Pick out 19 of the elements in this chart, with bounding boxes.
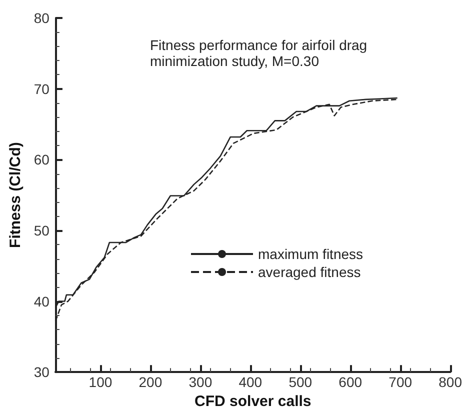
text: Fitness performance for airfoil drag minimization study, M=0.30 — [150, 37, 371, 69]
x-tick-label: 600 — [338, 374, 362, 390]
legend-label: maximum fitness — [258, 246, 364, 262]
y-tick-label: 30 — [34, 364, 50, 380]
y-tick-label: 60 — [34, 152, 50, 168]
legend-label: averaged fitness — [258, 264, 361, 280]
x-axis-title: CFD solver calls — [194, 393, 312, 410]
y-axis-title: Fitness (Cl/Cd) — [7, 142, 24, 248]
x-tick-label: 200 — [138, 374, 162, 390]
y-tick-label: 80 — [34, 10, 50, 26]
x-tick-label: 400 — [238, 374, 262, 390]
y-tick-label: 40 — [34, 293, 50, 310]
x-tick-label: 700 — [388, 374, 412, 390]
y-tick-label: 50 — [34, 222, 50, 238]
x-tick-label: 500 — [288, 374, 312, 390]
x-tick-label: 100 — [88, 374, 112, 390]
y-tick-label: 70 — [34, 80, 50, 97]
x-tick-label: 300 — [188, 374, 212, 390]
x-tick-label: 800 — [438, 374, 462, 390]
